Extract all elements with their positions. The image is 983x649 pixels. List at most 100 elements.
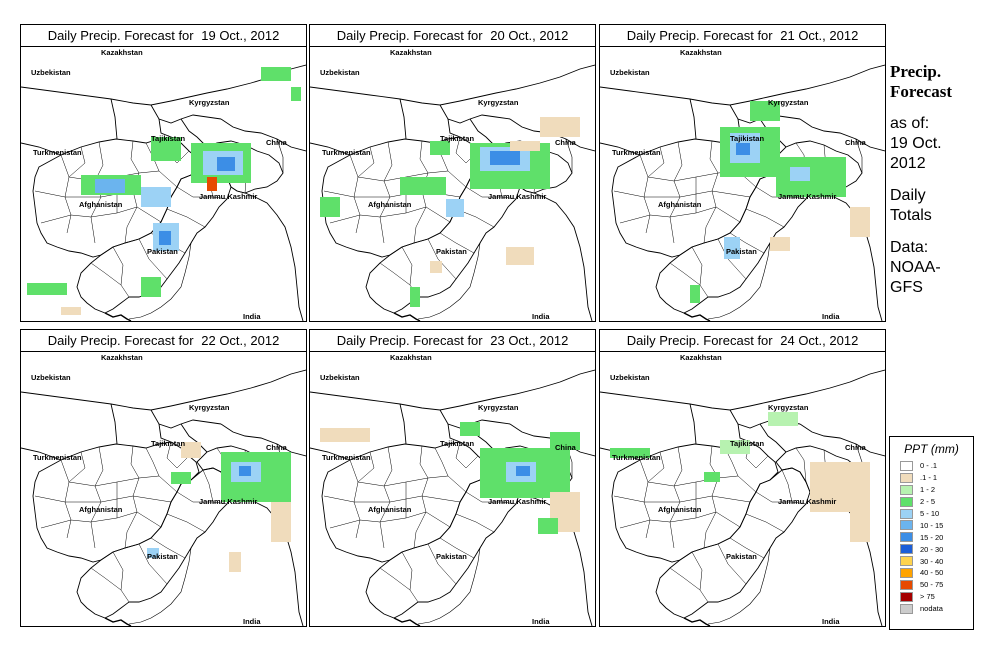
- legend-label: 10 - 15: [920, 520, 944, 530]
- label-jammu-kashmir: Jammu Kashmir: [778, 192, 836, 201]
- label-uzbekistan: Uzbekistan: [320, 68, 360, 77]
- label-afghanistan: Afghanistan: [368, 200, 412, 209]
- label-kyrgyzstan: Kyrgyzstan: [768, 403, 809, 412]
- panel-title: Daily Precip. Forecast for 23 Oct., 2012: [310, 330, 595, 352]
- title-line-1: Precip.: [890, 62, 942, 81]
- label-kyrgyzstan: Kyrgyzstan: [189, 403, 230, 412]
- legend-item: 30 - 40: [890, 555, 973, 567]
- label-afghanistan: Afghanistan: [368, 505, 412, 514]
- legend-swatch: [900, 556, 913, 567]
- label-jammu-kashmir: Jammu Kashmir: [488, 497, 546, 506]
- label-india: India: [243, 617, 261, 626]
- label-turkmenistan: Turkmenistan: [33, 453, 82, 462]
- label-jammu-kashmir: Jammu Kashmir: [199, 497, 257, 506]
- panel-title: Daily Precip. Forecast for 22 Oct., 2012: [21, 330, 306, 352]
- label-kyrgyzstan: Kyrgyzstan: [478, 98, 519, 107]
- forecast-panel-21-oct: Daily Precip. Forecast for 21 Oct., 2012…: [599, 24, 886, 322]
- map-svg: Kazakhstan Uzbekistan Kyrgyzstan Tajikis…: [21, 352, 306, 626]
- panel-title: Daily Precip. Forecast for 20 Oct., 2012: [310, 25, 595, 47]
- map-labels: Kazakhstan Uzbekistan Kyrgyzstan Tajikis…: [320, 48, 577, 321]
- legend-item: 1 - 2: [890, 484, 973, 496]
- precip-map: Kazakhstan Uzbekistan Kyrgyzstan Tajikis…: [600, 47, 885, 321]
- label-pakistan: Pakistan: [726, 552, 757, 561]
- precip-map: Kazakhstan Uzbekistan Kyrgyzstan Tajikis…: [21, 47, 306, 321]
- legend-item: 40 - 50: [890, 567, 973, 579]
- legend-label: 2 - 5: [920, 497, 936, 507]
- label-tajikistan: Tajikistan: [440, 134, 474, 143]
- legend-swatch: [900, 532, 913, 543]
- map-labels: Kazakhstan Uzbekistan Kyrgyzstan Tajikis…: [610, 353, 867, 626]
- legend-label: 5 - 10: [920, 509, 940, 518]
- label-pakistan: Pakistan: [726, 247, 757, 256]
- label-uzbekistan: Uzbekistan: [31, 68, 71, 77]
- label-pakistan: Pakistan: [147, 552, 178, 561]
- label-jammu-kashmir: Jammu Kashmir: [778, 497, 836, 506]
- legend-swatch: [900, 496, 913, 507]
- label-pakistan: Pakistan: [436, 552, 467, 561]
- legend-label: 20 - 30: [920, 544, 944, 554]
- map-labels: Kazakhstan Uzbekistan Kyrgyzstan Tajikis…: [31, 353, 288, 626]
- precip-map: Kazakhstan Uzbekistan Kyrgyzstan Tajikis…: [310, 352, 595, 626]
- label-tajikistan: Tajikistan: [440, 439, 474, 448]
- precip-overlay: [27, 67, 301, 315]
- forecast-panel-20-oct: Daily Precip. Forecast for 20 Oct., 2012: [309, 24, 596, 322]
- legend-item: 20 - 30: [890, 543, 973, 555]
- label-kazakhstan: Kazakhstan: [390, 48, 432, 57]
- label-jammu-kashmir: Jammu Kashmir: [488, 192, 546, 201]
- label-turkmenistan: Turkmenistan: [612, 148, 661, 157]
- map-labels: Kazakhstan Uzbekistan Kyrgyzstan Tajikis…: [320, 353, 577, 626]
- legend-swatch: [900, 567, 913, 578]
- panel-title: Daily Precip. Forecast for 24 Oct., 2012: [600, 330, 885, 352]
- legend-swatch: [900, 520, 913, 531]
- label-tajikistan: Tajikistan: [730, 134, 764, 143]
- label-turkmenistan: Turkmenistan: [322, 453, 371, 462]
- label-kazakhstan: Kazakhstan: [680, 353, 722, 362]
- legend-item: 10 - 15: [890, 519, 973, 531]
- forecast-panel-24-oct: Daily Precip. Forecast for 24 Oct., 2012…: [599, 329, 886, 627]
- side-info: Precip. Forecast as of: 19 Oct. 2012 Dai…: [890, 62, 980, 298]
- title-line-2: Forecast: [890, 82, 952, 101]
- label-turkmenistan: Turkmenistan: [322, 148, 371, 157]
- label-afghanistan: Afghanistan: [658, 200, 702, 209]
- legend-item: 15 - 20: [890, 531, 973, 543]
- label-china: China: [555, 138, 577, 147]
- label-kazakhstan: Kazakhstan: [101, 353, 143, 362]
- label-india: India: [532, 312, 550, 321]
- as-of-block: as of: 19 Oct. 2012: [890, 115, 942, 172]
- legend-label: nodata: [920, 604, 943, 614]
- legend-swatch: [900, 484, 913, 495]
- label-pakistan: Pakistan: [436, 247, 467, 256]
- legend-item: 0 - .1: [890, 460, 973, 472]
- legend-item: 50 - 75: [890, 579, 973, 591]
- legend-swatch: [900, 603, 913, 614]
- map-svg: Kazakhstan Uzbekistan Kyrgyzstan Tajikis…: [310, 352, 595, 626]
- label-afghanistan: Afghanistan: [79, 200, 123, 209]
- label-china: China: [266, 443, 288, 452]
- legend-label: .1 - 1: [920, 473, 938, 483]
- label-kyrgyzstan: Kyrgyzstan: [768, 98, 809, 107]
- legend-swatch: [900, 579, 913, 590]
- label-china: China: [555, 443, 577, 452]
- legend-rows: 0 - .1 .1 - 1 1 - 2 2 - 5 5 - 10 10 - 15 15 - …: [890, 460, 973, 615]
- label-india: India: [243, 312, 261, 321]
- legend-item: > 75: [890, 591, 973, 603]
- label-afghanistan: Afghanistan: [658, 505, 702, 514]
- forecast-panel-19-oct: Daily Precip. Forecast for 19 Oct., 2012: [20, 24, 307, 322]
- label-pakistan: Pakistan: [147, 247, 178, 256]
- map-svg: Kazakhstan Uzbekistan Kyrgyzstan Tajikis…: [21, 47, 306, 321]
- legend-label: 15 - 20: [920, 532, 944, 542]
- label-kazakhstan: Kazakhstan: [101, 48, 143, 57]
- legend-title: PPT (mm): [904, 442, 959, 456]
- label-kyrgyzstan: Kyrgyzstan: [189, 98, 230, 107]
- label-india: India: [822, 617, 840, 626]
- totals-block: Daily Totals: [890, 187, 932, 224]
- map-svg: Kazakhstan Uzbekistan Kyrgyzstan Tajikis…: [310, 47, 595, 321]
- precip-overlay: [320, 422, 580, 534]
- legend-swatch: [900, 472, 913, 483]
- map-labels: Kazakhstan Uzbekistan Kyrgyzstan Tajikis…: [31, 48, 288, 321]
- precip-overlay: [610, 412, 870, 542]
- label-uzbekistan: Uzbekistan: [610, 68, 650, 77]
- legend: PPT (mm) 0 - .1 .1 - 1 1 - 2 2 - 5 5 - 10 10 …: [889, 436, 974, 630]
- label-kazakhstan: Kazakhstan: [680, 48, 722, 57]
- legend-label: 30 - 40: [920, 556, 944, 566]
